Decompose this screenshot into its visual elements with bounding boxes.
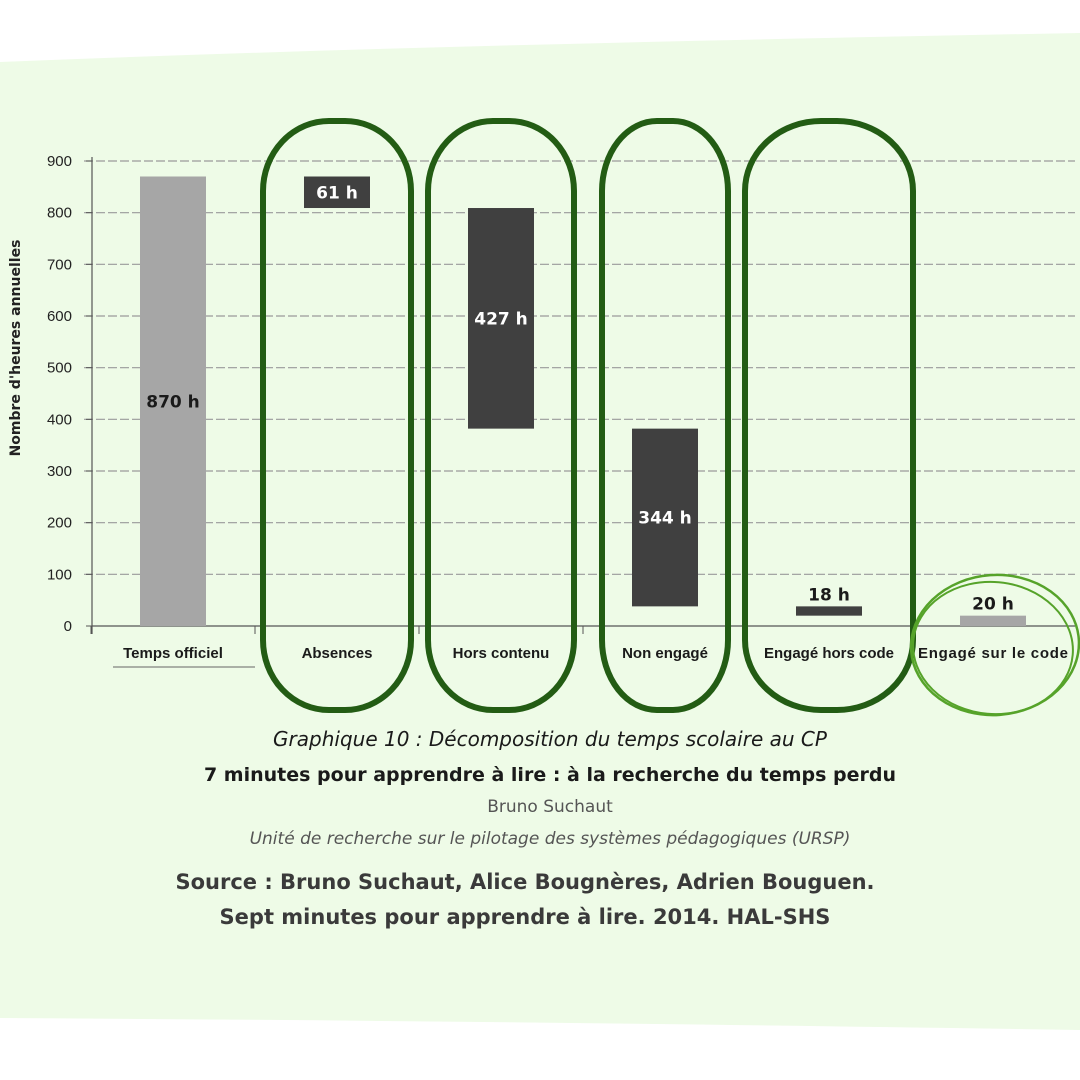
category-label-2: Hors contenu	[453, 645, 550, 662]
bar-engag-hors-code	[796, 606, 862, 616]
data-label-5: 20 h	[972, 595, 1014, 615]
y-tick-label-300: 300	[47, 463, 72, 480]
data-label-2: 427 h	[474, 309, 528, 329]
y-tick-label-500: 500	[47, 360, 72, 377]
data-label-0: 870 h	[146, 392, 200, 412]
research-unit: Unité de recherche sur le pilotage des s…	[249, 829, 851, 849]
bar-temps-officiel	[140, 176, 206, 626]
y-tick-label-200: 200	[47, 515, 72, 532]
highlight-pill-1	[260, 118, 414, 713]
highlight-pill-2	[425, 118, 577, 713]
y-tick-label-700: 700	[47, 256, 72, 273]
y-axis-title: Nombre d'heures annuelles	[8, 240, 24, 457]
y-tick-label-800: 800	[47, 205, 72, 222]
highlight-pill-3	[599, 118, 731, 713]
category-label-0: Temps officiel	[123, 645, 223, 662]
category-label-1: Absences	[302, 645, 373, 662]
highlight-pill-4	[742, 118, 916, 713]
source-citation-line-1: Source : Bruno Suchaut, Alice Bougnères,…	[175, 870, 875, 894]
green-panel	[0, 33, 1080, 1030]
document-title: 7 minutes pour apprendre à lire : à la r…	[203, 764, 897, 786]
highlight-circles	[260, 118, 1080, 717]
emphasis-ring-inner	[912, 580, 1074, 716]
bars	[140, 176, 1026, 626]
category-label-3: Non engagé	[622, 645, 708, 662]
data-labels: 870 h 61 h 427 h 344 h 18 h 20 h	[146, 183, 1014, 614]
bar-absences	[304, 176, 370, 209]
y-tick-label-900: 900	[47, 153, 72, 170]
grid-lines	[84, 160, 1075, 575]
graph-title: Graphique 10 : Décomposition du temps sc…	[273, 727, 827, 751]
y-tick-label-400: 400	[47, 411, 72, 428]
y-tick-label-0: 0	[64, 618, 72, 635]
source-citation-line-2: Sept minutes pour apprendre à lire. 2014…	[219, 905, 831, 929]
y-tick-label-600: 600	[47, 308, 72, 325]
category-label-5: Engagé sur le code	[918, 645, 1068, 662]
bar-engag-sur-le-code	[960, 615, 1026, 626]
bar-non-engag-	[632, 428, 698, 607]
data-label-3: 344 h	[638, 509, 692, 529]
data-label-1: 61 h	[316, 183, 358, 203]
document-author: Bruno Suchaut	[487, 797, 613, 817]
y-tick-label-100: 100	[47, 566, 72, 583]
bar-hors-contenu	[468, 208, 534, 429]
category-label-4: Engagé hors code	[764, 645, 894, 662]
data-label-4: 18 h	[808, 585, 850, 605]
category-labels: Temps officiel Absences Hors contenu Non en…	[123, 645, 1068, 662]
y-axis: 0 100 200 300 400 500 600 700 800 900	[47, 153, 1075, 668]
